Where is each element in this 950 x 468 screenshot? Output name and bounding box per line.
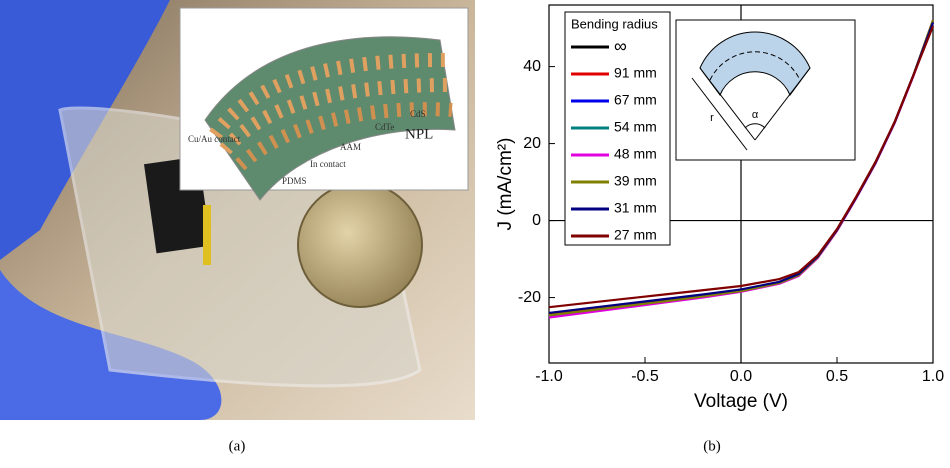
inset-label: In contact: [310, 159, 346, 169]
inset-label: CdS: [410, 109, 426, 119]
inset-label: AAM: [340, 142, 361, 152]
panel-label: (b): [703, 438, 721, 454]
legend-label: 31 mm: [614, 200, 657, 216]
x-tick-label: 0.0: [730, 368, 752, 385]
x-tick-label: 1.0: [922, 368, 944, 385]
legend-label: 39 mm: [614, 173, 657, 189]
figure: Cu/Au contact PDMS In contact AAM CdTe C…: [0, 0, 950, 463]
x-tick-label: -0.5: [631, 368, 659, 385]
legend-label: 54 mm: [614, 119, 657, 135]
y-axis-label: J (mA/cm²): [495, 138, 516, 231]
annotation: α: [752, 109, 759, 121]
legend: Bending radius ∞ 91 mm 67 mm 54 mm 48 mm 39 mm…: [565, 12, 670, 245]
photo-inset: Cu/Au contact PDMS In contact AAM CdTe C…: [180, 8, 468, 200]
annotation: r: [710, 112, 714, 124]
legend-label: ∞: [614, 36, 627, 56]
y-tick-label: -20: [518, 289, 541, 306]
x-tick-label: 0.5: [826, 368, 848, 385]
x-axis-label: Voltage (V): [694, 391, 788, 412]
legend-label: 48 mm: [614, 146, 657, 162]
legend-label: 27 mm: [614, 227, 657, 243]
diagram-inset: α r: [676, 20, 855, 160]
legend-title: Bending radius: [571, 16, 658, 31]
inset-label: NPL: [405, 126, 433, 142]
legend-label: 91 mm: [614, 65, 657, 81]
x-tick-label: -1.0: [535, 368, 563, 385]
panel-label: (a): [229, 438, 246, 454]
inset-label: PDMS: [282, 176, 307, 186]
y-tick-label: 20: [523, 135, 541, 152]
inset-label: Cu/Au contact: [188, 134, 241, 144]
inset-label: CdTe: [375, 122, 394, 132]
y-tick-label: 0: [532, 212, 541, 229]
y-tick-label: 40: [523, 58, 541, 75]
legend-label: 67 mm: [614, 92, 657, 108]
